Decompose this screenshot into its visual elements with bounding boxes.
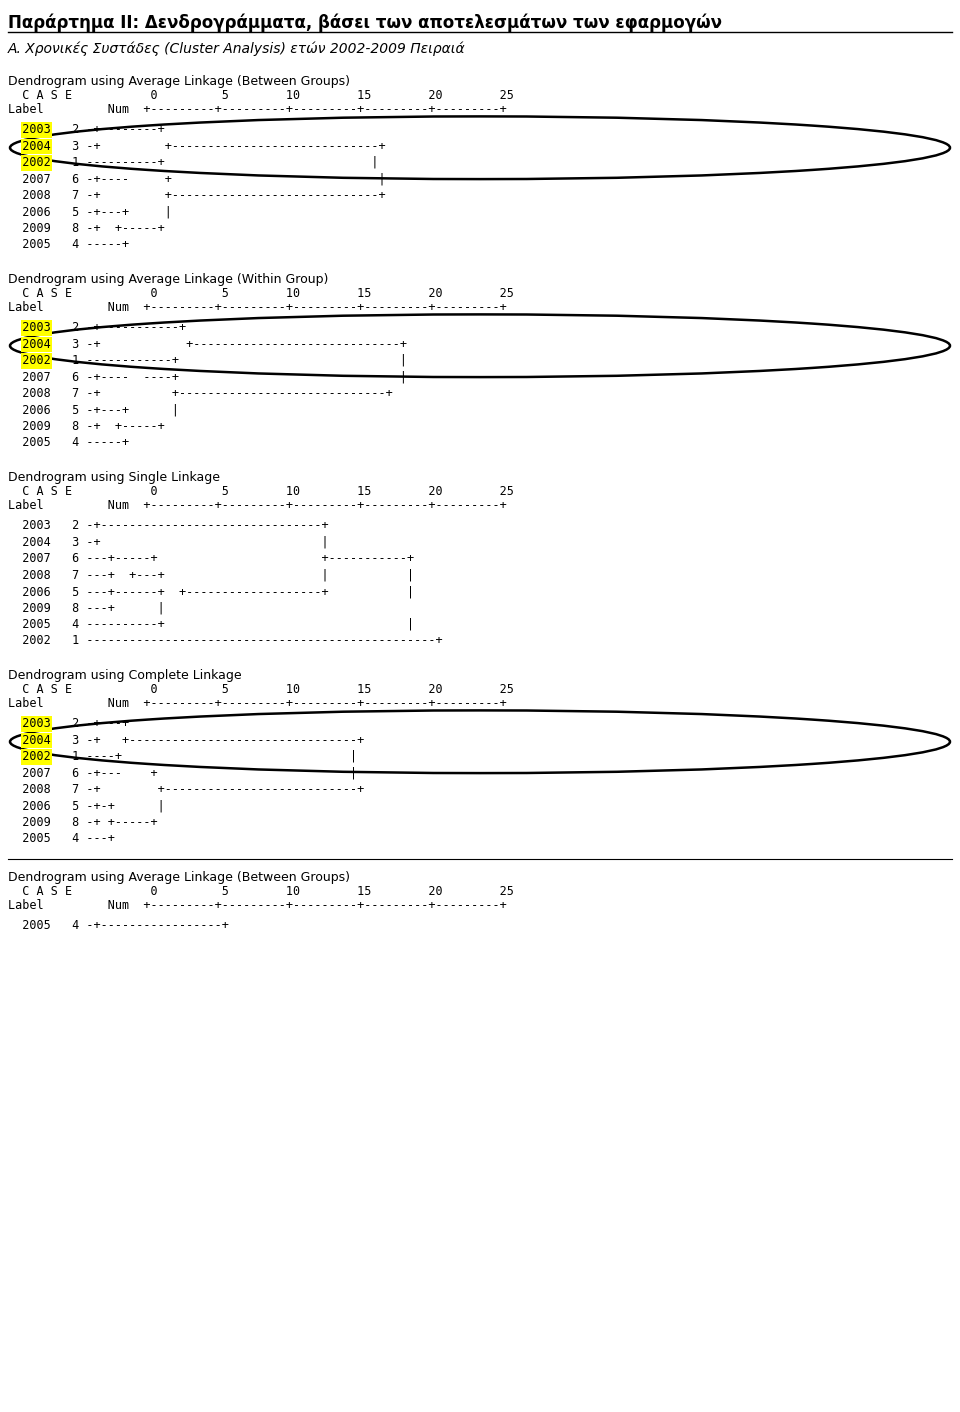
Text: 2003   2 -+-------------------------------+: 2003 2 -+-------------------------------… (8, 520, 328, 532)
Text: 2009   8 -+ +-----+: 2009 8 -+ +-----+ (8, 816, 157, 829)
Text: C A S E           0         5        10        15        20        25: C A S E 0 5 10 15 20 25 (8, 89, 514, 102)
Bar (21, 353, 52, 369)
Text: 2005   4 -+-----------------+: 2005 4 -+-----------------+ (8, 919, 228, 932)
Text: Dendrogram using Complete Linkage: Dendrogram using Complete Linkage (8, 669, 242, 682)
Text: Dendrogram using Single Linkage: Dendrogram using Single Linkage (8, 472, 220, 484)
Bar (21, 121, 52, 137)
Text: 2002   1 ----+                                |: 2002 1 ----+ | (8, 750, 357, 762)
Text: C A S E           0         5        10        15        20        25: C A S E 0 5 10 15 20 25 (8, 484, 514, 498)
Bar (21, 138, 52, 154)
Text: Dendrogram using Average Linkage (Between Groups): Dendrogram using Average Linkage (Betwee… (8, 75, 350, 88)
Text: 2007   6 ---+-----+                       +-----------+: 2007 6 ---+-----+ +-----------+ (8, 552, 414, 565)
Bar (21, 155, 52, 171)
Bar (21, 336, 52, 352)
Text: 2004   3 -+            +-----------------------------+: 2004 3 -+ +-----------------------------… (8, 337, 407, 350)
Text: 2003   2 -+---+: 2003 2 -+---+ (8, 717, 130, 730)
Text: 2002   1 ----------+                             |: 2002 1 ----------+ | (8, 155, 378, 169)
Text: Α. Χρονικές Συστάδες (Cluster Analysis) ετών 2002-2009 Πειραιά: Α. Χρονικές Συστάδες (Cluster Analysis) … (8, 42, 466, 56)
Bar (21, 716, 52, 731)
Text: 2007   6 -+----     +                             |: 2007 6 -+---- + | (8, 172, 386, 185)
Text: Label         Num  +---------+---------+---------+---------+---------+: Label Num +---------+---------+---------… (8, 103, 507, 116)
Text: Label         Num  +---------+---------+---------+---------+---------+: Label Num +---------+---------+---------… (8, 899, 507, 912)
Bar (21, 321, 52, 336)
Text: C A S E           0         5        10        15        20        25: C A S E 0 5 10 15 20 25 (8, 885, 514, 898)
Text: 2004   3 -+   +--------------------------------+: 2004 3 -+ +-----------------------------… (8, 733, 364, 747)
Text: 2008   7 -+        +---------------------------+: 2008 7 -+ +---------------------------+ (8, 784, 364, 796)
Text: 2006   5 -+-+      |: 2006 5 -+-+ | (8, 799, 165, 812)
Text: 2004   3 -+         +-----------------------------+: 2004 3 -+ +-----------------------------… (8, 140, 386, 152)
Text: Dendrogram using Average Linkage (Between Groups): Dendrogram using Average Linkage (Betwee… (8, 871, 350, 884)
Bar (21, 733, 52, 748)
Text: 2009   8 -+  +-----+: 2009 8 -+ +-----+ (8, 222, 165, 234)
Text: Παράρτημα ΙΙ: Δενδρογράμματα, βάσει των αποτελεσμάτων των εφαρμογών: Παράρτημα ΙΙ: Δενδρογράμματα, βάσει των … (8, 14, 722, 32)
Text: 2007   6 -+---    +                           |: 2007 6 -+--- + | (8, 767, 357, 779)
Text: 2008   7 ---+  +---+                      |           |: 2008 7 ---+ +---+ | | (8, 569, 414, 582)
Text: Dendrogram using Average Linkage (Within Group): Dendrogram using Average Linkage (Within… (8, 273, 328, 287)
Text: Label         Num  +---------+---------+---------+---------+---------+: Label Num +---------+---------+---------… (8, 301, 507, 313)
Text: 2002   1 -------------------------------------------------+: 2002 1 ---------------------------------… (8, 634, 443, 648)
Text: 2005   4 -----+: 2005 4 -----+ (8, 239, 130, 251)
Text: Label         Num  +---------+---------+---------+---------+---------+: Label Num +---------+---------+---------… (8, 498, 507, 513)
Text: 2005   4 ---+: 2005 4 ---+ (8, 833, 115, 846)
Bar (21, 748, 52, 764)
Text: 2009   8 -+  +-----+: 2009 8 -+ +-----+ (8, 419, 165, 433)
Text: 2003   2 -+--------+: 2003 2 -+--------+ (8, 123, 165, 136)
Text: 2005   4 ----------+                                  |: 2005 4 ----------+ | (8, 618, 414, 631)
Text: 2004   3 -+                               |: 2004 3 -+ | (8, 535, 328, 548)
Text: 2005   4 -----+: 2005 4 -----+ (8, 436, 130, 449)
Text: 2008   7 -+         +-----------------------------+: 2008 7 -+ +-----------------------------… (8, 189, 386, 202)
Text: Label         Num  +---------+---------+---------+---------+---------+: Label Num +---------+---------+---------… (8, 698, 507, 710)
Text: C A S E           0         5        10        15        20        25: C A S E 0 5 10 15 20 25 (8, 287, 514, 299)
Text: 2002   1 ------------+                               |: 2002 1 ------------+ | (8, 354, 407, 367)
Text: 2003   2 -+-----------+: 2003 2 -+-----------+ (8, 321, 186, 335)
Text: 2006   5 -+---+     |: 2006 5 -+---+ | (8, 206, 172, 219)
Text: 2009   8 ---+      |: 2009 8 ---+ | (8, 602, 165, 614)
Text: 2008   7 -+          +-----------------------------+: 2008 7 -+ +-----------------------------… (8, 387, 393, 400)
Text: 2006   5 -+---+      |: 2006 5 -+---+ | (8, 404, 179, 417)
Text: 2006   5 ---+------+  +-------------------+           |: 2006 5 ---+------+ +-------------------+… (8, 585, 414, 599)
Text: C A S E           0         5        10        15        20        25: C A S E 0 5 10 15 20 25 (8, 683, 514, 696)
Text: 2007   6 -+----  ----+                               |: 2007 6 -+---- ----+ | (8, 370, 407, 384)
